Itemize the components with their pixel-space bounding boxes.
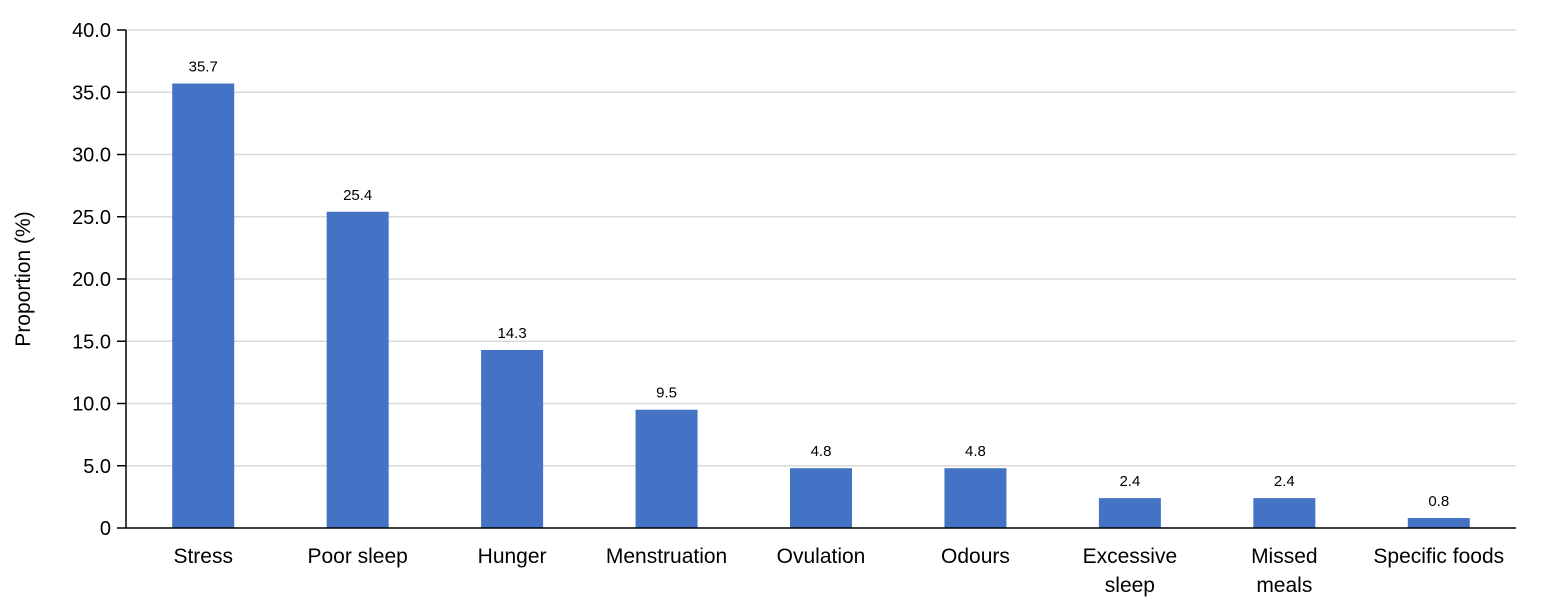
x-tick-label: Specific foods (1373, 545, 1504, 568)
y-axis-label: Proportion (%) (12, 211, 35, 346)
y-tick-label: 5.0 (83, 456, 111, 478)
axes (117, 29, 1516, 529)
data-label: 4.8 (811, 443, 832, 460)
labels: 0 5.0 10.0 15.0 20.0 25.0 30.0 35.0 40.0 35.7 25.4… (72, 20, 1504, 597)
data-label: 25.4 (343, 187, 372, 204)
y-tick-label: 30.0 (72, 145, 111, 167)
bar (326, 211, 389, 528)
data-label: 9.5 (656, 385, 677, 402)
bar (1253, 498, 1316, 528)
x-tick-label: Ovulation (777, 545, 866, 568)
bar (944, 468, 1007, 528)
x-tick-label: Excessive sleep (1083, 545, 1178, 597)
y-tick-label: 15.0 (72, 331, 111, 353)
x-tick-label: Hunger (478, 545, 547, 568)
bar (635, 409, 698, 528)
y-tick-label: 40.0 (72, 20, 111, 42)
y-tick-label: 35.0 (72, 82, 111, 104)
bar (1098, 498, 1161, 528)
y-tick-label: 25.0 (72, 207, 111, 229)
bar (1407, 518, 1470, 528)
x-tick-label: Stress (173, 545, 233, 568)
data-label: 2.4 (1119, 473, 1140, 490)
data-label: 35.7 (189, 59, 218, 76)
bar (790, 468, 852, 528)
y-tick-label: 20.0 (72, 269, 111, 291)
data-label: 14.3 (498, 325, 527, 342)
x-tick-label: Missed meals (1251, 545, 1318, 597)
data-label: 2.4 (1274, 473, 1295, 490)
y-tick-label: 0 (100, 518, 111, 540)
bars (172, 83, 1470, 528)
data-label: 4.8 (965, 443, 986, 460)
bar (172, 83, 235, 528)
bar (481, 349, 544, 528)
data-label: 0.8 (1428, 493, 1449, 510)
x-tick-label: Menstruation (606, 545, 727, 568)
y-tick-label: 10.0 (72, 394, 111, 416)
x-tick-label: Poor sleep (307, 545, 407, 568)
x-tick-label: Odours (941, 545, 1010, 568)
